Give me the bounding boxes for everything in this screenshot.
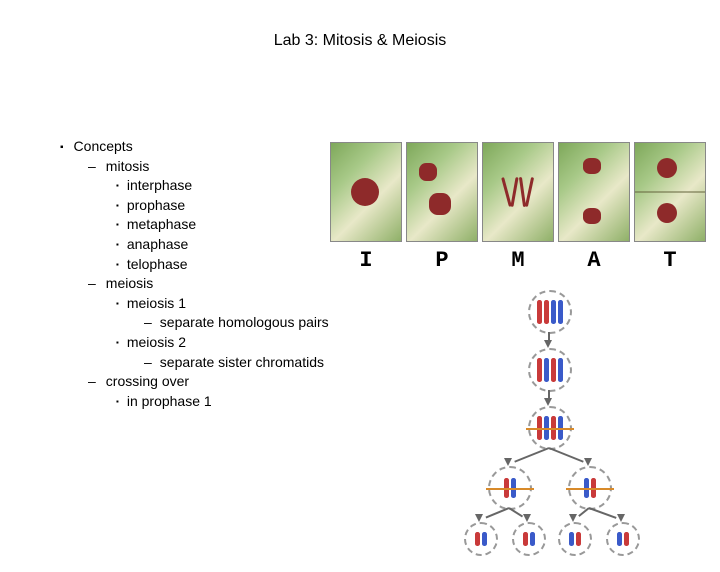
diagram-node — [568, 466, 612, 510]
panel-telophase — [634, 142, 706, 242]
diagram-node — [528, 348, 572, 392]
crossing-over-detail: in prophase 1 — [127, 393, 212, 409]
page-title: Lab 3: Mitosis & Meiosis — [0, 32, 720, 50]
outline: Concepts mitosis interphase prophase met… — [60, 137, 329, 411]
label-i: I — [330, 248, 402, 273]
phase-telophase: telophase — [127, 256, 188, 272]
meiosis-1-detail: separate homologous pairs — [160, 314, 329, 330]
phase-labels: I P M A T — [330, 248, 706, 273]
phase-prophase: prophase — [127, 197, 185, 213]
panel-prophase — [406, 142, 478, 242]
diagram-node — [606, 522, 640, 556]
diagram-node — [528, 290, 572, 334]
diagram-node — [512, 522, 546, 556]
label-m: M — [482, 248, 554, 273]
label-p: P — [406, 248, 478, 273]
label-t: T — [634, 248, 706, 273]
outline-mitosis: mitosis — [106, 158, 150, 174]
meiosis-diagram — [458, 290, 638, 550]
meiosis-2-detail: separate sister chromatids — [160, 354, 324, 370]
outline-root: Concepts — [74, 138, 133, 154]
phase-anaphase: anaphase — [127, 236, 189, 252]
mitosis-panels — [330, 142, 706, 242]
panel-interphase — [330, 142, 402, 242]
meiosis-2: meiosis 2 — [127, 334, 186, 350]
outline-crossing-over: crossing over — [106, 373, 189, 389]
diagram-node — [558, 522, 592, 556]
meiosis-1: meiosis 1 — [127, 295, 186, 311]
outline-meiosis: meiosis — [106, 275, 153, 291]
panel-metaphase — [482, 142, 554, 242]
phase-metaphase: metaphase — [127, 216, 196, 232]
phase-interphase: interphase — [127, 177, 192, 193]
label-a: A — [558, 248, 630, 273]
diagram-node — [488, 466, 532, 510]
diagram-node — [464, 522, 498, 556]
panel-anaphase — [558, 142, 630, 242]
diagram-node — [528, 406, 572, 450]
